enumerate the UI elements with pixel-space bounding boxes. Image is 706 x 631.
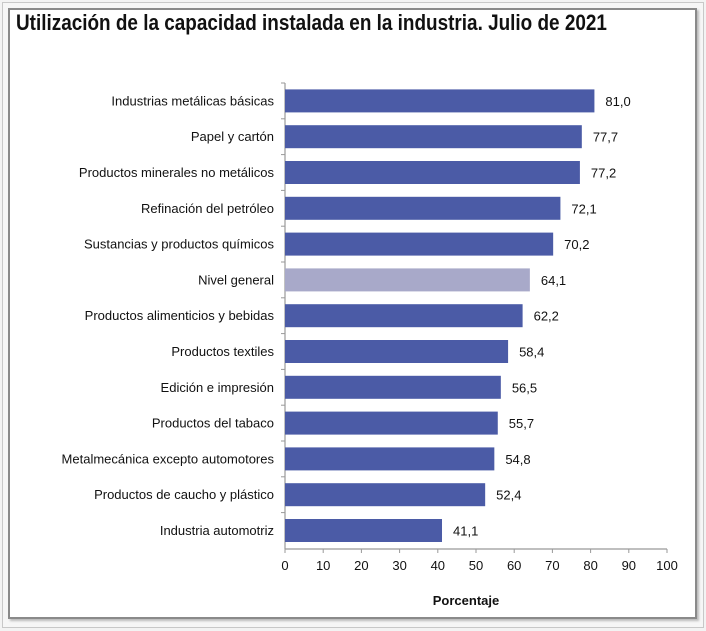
data-label: 52,4 (496, 488, 521, 503)
category-label: Nivel general (198, 272, 274, 287)
category-label: Metalmecánica excepto automotores (62, 451, 275, 466)
x-tick-label: 10 (316, 558, 330, 573)
bar (285, 268, 530, 292)
data-label: 77,2 (591, 166, 616, 181)
x-tick-label: 100 (656, 558, 678, 573)
bar (285, 483, 486, 507)
data-label: 55,7 (509, 416, 534, 431)
data-label: 64,1 (541, 273, 566, 288)
x-tick-label: 70 (545, 558, 559, 573)
x-tick-label: 40 (431, 558, 445, 573)
data-label: 72,1 (571, 201, 596, 216)
category-label: Productos minerales no metálicos (79, 165, 275, 180)
data-label: 56,5 (512, 380, 537, 395)
data-label: 77,7 (593, 130, 618, 145)
bar (285, 125, 582, 149)
bar (285, 161, 580, 184)
category-label: Refinación del petróleo (141, 201, 274, 216)
x-tick-label: 90 (622, 558, 636, 573)
x-tick-label: 30 (392, 558, 406, 573)
bar (285, 196, 561, 220)
bar (285, 232, 554, 256)
data-label: 41,1 (453, 524, 478, 539)
category-label: Productos del tabaco (152, 416, 274, 431)
x-tick-label: 20 (354, 558, 368, 573)
category-label: Sustancias y productos químicos (84, 237, 275, 252)
bar (285, 89, 595, 113)
x-tick-label: 50 (469, 558, 483, 573)
category-label: Edición e impresión (161, 380, 274, 395)
data-label: 58,4 (519, 345, 544, 360)
category-label: Productos de caucho y plástico (94, 487, 274, 502)
category-label: Industria automotriz (160, 523, 274, 538)
bar (285, 304, 523, 328)
x-tick-label: 0 (281, 558, 288, 573)
x-tick-label: 60 (507, 558, 521, 573)
chart-title: Utilización de la capacidad instalada en… (16, 10, 607, 35)
x-tick-label: 80 (583, 558, 597, 573)
category-label: Productos alimenticios y bebidas (85, 308, 275, 323)
bar (285, 375, 501, 399)
data-label: 81,0 (605, 94, 630, 109)
category-label: Papel y cartón (191, 129, 274, 144)
data-label: 54,8 (505, 452, 530, 467)
data-label: 62,2 (534, 309, 559, 324)
bar (285, 519, 443, 542)
bar (285, 411, 498, 435)
category-label: Industrias metálicas básicas (111, 93, 274, 108)
category-label: Productos textiles (171, 344, 274, 359)
bar (285, 447, 495, 471)
data-label: 70,2 (564, 237, 589, 252)
bar (285, 340, 509, 363)
